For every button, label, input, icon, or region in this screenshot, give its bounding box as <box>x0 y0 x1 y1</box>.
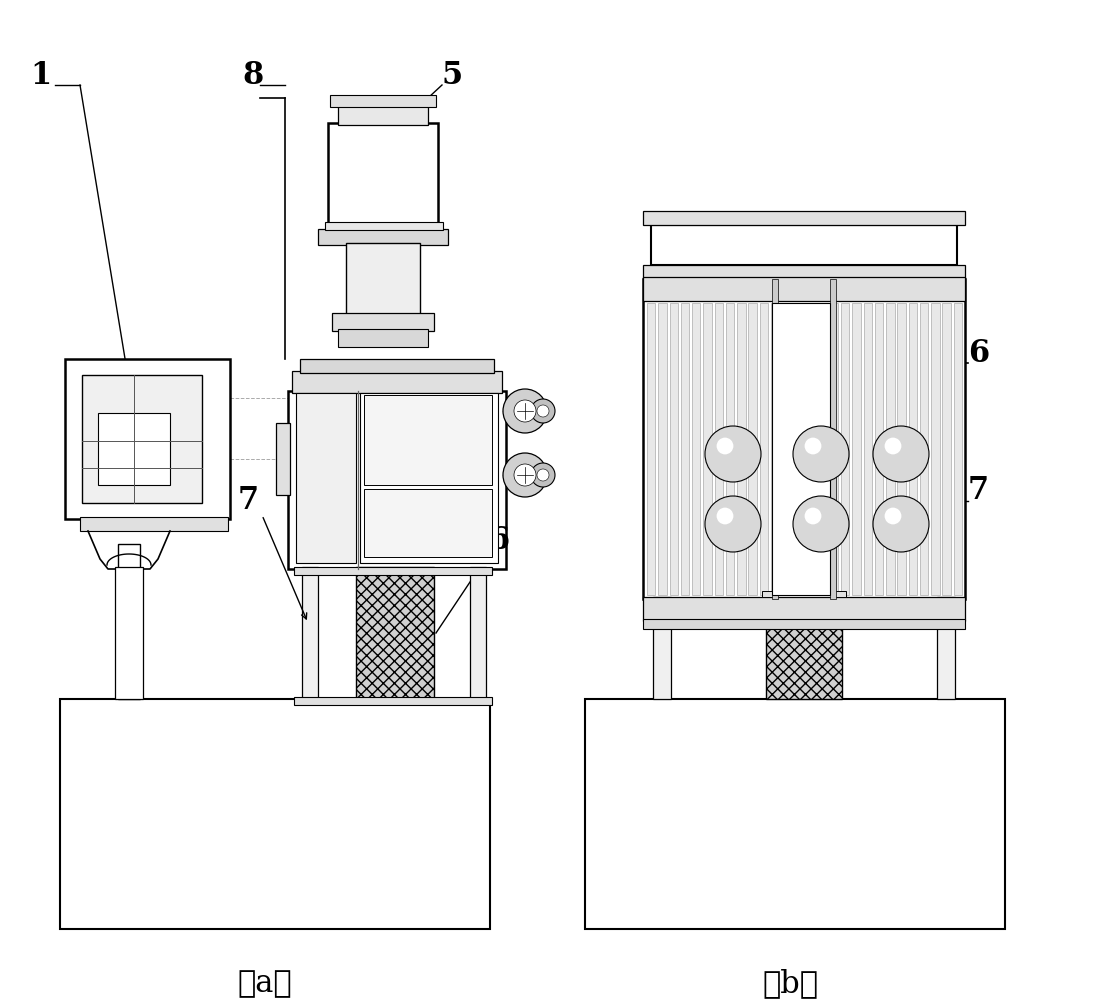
Bar <box>470 568 486 699</box>
Bar <box>276 423 290 495</box>
Bar <box>296 393 356 564</box>
Text: （a）: （a） <box>237 967 292 998</box>
Circle shape <box>873 426 929 482</box>
Bar <box>585 699 1005 929</box>
Bar <box>331 314 434 332</box>
Bar <box>759 304 768 596</box>
Circle shape <box>793 426 849 482</box>
Bar <box>364 489 492 558</box>
Bar <box>737 304 745 596</box>
Bar <box>325 223 443 231</box>
Circle shape <box>793 496 849 553</box>
Bar <box>294 568 492 576</box>
Text: 7: 7 <box>238 484 259 516</box>
Bar <box>766 598 842 699</box>
Circle shape <box>705 496 761 553</box>
Bar <box>771 304 779 596</box>
Bar <box>300 360 494 374</box>
Text: 5: 5 <box>442 60 463 91</box>
Bar <box>651 226 957 266</box>
Bar <box>909 304 917 596</box>
Text: 8: 8 <box>242 60 264 91</box>
Bar <box>643 278 965 302</box>
Bar <box>360 393 498 564</box>
Bar <box>886 304 895 596</box>
Bar <box>653 598 671 699</box>
Bar <box>643 212 965 226</box>
Bar <box>643 620 965 629</box>
Bar <box>920 304 929 596</box>
Bar <box>863 304 872 596</box>
Circle shape <box>537 469 549 481</box>
Bar <box>643 280 965 600</box>
Bar <box>318 230 449 246</box>
Bar <box>771 280 778 600</box>
Bar <box>852 304 861 596</box>
Circle shape <box>885 509 901 525</box>
Text: 6: 6 <box>968 338 989 369</box>
Circle shape <box>531 463 555 487</box>
Circle shape <box>531 399 555 423</box>
Bar <box>292 372 502 393</box>
Circle shape <box>717 438 733 455</box>
Circle shape <box>514 400 536 422</box>
Bar <box>338 330 428 348</box>
Bar <box>763 592 846 598</box>
Bar <box>98 413 170 485</box>
Bar <box>80 518 228 532</box>
Bar <box>60 699 490 929</box>
Bar <box>330 96 437 108</box>
Circle shape <box>804 509 822 525</box>
Circle shape <box>717 509 733 525</box>
Bar <box>82 376 202 504</box>
Bar <box>118 545 140 699</box>
Bar <box>841 304 849 596</box>
Bar <box>771 304 829 596</box>
Bar <box>670 304 678 596</box>
Bar <box>643 266 965 280</box>
Bar <box>829 304 838 596</box>
Circle shape <box>503 453 547 497</box>
Bar <box>680 304 689 596</box>
Bar <box>302 568 318 699</box>
Circle shape <box>873 496 929 553</box>
Bar <box>659 304 666 596</box>
Bar <box>364 395 492 485</box>
Bar <box>328 124 438 232</box>
Circle shape <box>503 389 547 433</box>
Bar <box>954 304 962 596</box>
Bar <box>65 360 230 520</box>
Bar <box>346 244 420 316</box>
Bar <box>356 568 434 699</box>
Bar <box>931 304 940 596</box>
Bar <box>647 304 655 596</box>
Bar <box>875 304 883 596</box>
Bar <box>936 598 955 699</box>
Circle shape <box>705 426 761 482</box>
Circle shape <box>537 405 549 417</box>
Text: 7: 7 <box>968 474 989 506</box>
Bar <box>714 304 723 596</box>
Circle shape <box>804 438 822 455</box>
Bar <box>748 304 757 596</box>
Bar <box>897 304 906 596</box>
Bar <box>294 697 492 705</box>
Circle shape <box>885 438 901 455</box>
Bar <box>643 598 965 622</box>
Bar <box>338 106 428 125</box>
Bar <box>829 280 836 600</box>
Circle shape <box>514 464 536 486</box>
Bar <box>288 391 507 570</box>
Text: 1: 1 <box>30 60 51 91</box>
Bar <box>703 304 712 596</box>
Bar <box>942 304 951 596</box>
Text: （b）: （b） <box>763 967 818 998</box>
Bar <box>693 304 700 596</box>
Bar <box>115 568 143 699</box>
Text: 6: 6 <box>488 525 509 556</box>
Bar <box>726 304 734 596</box>
